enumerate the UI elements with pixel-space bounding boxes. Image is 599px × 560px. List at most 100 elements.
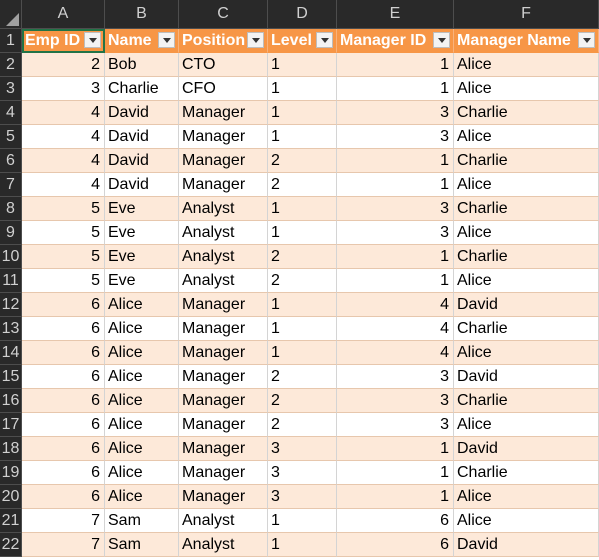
cell-manager-id[interactable]: 1	[337, 77, 454, 101]
cell-position[interactable]: Manager	[179, 149, 268, 173]
cell-name[interactable]: Alice	[105, 293, 179, 317]
cell-name[interactable]: David	[105, 125, 179, 149]
cell-name[interactable]: David	[105, 173, 179, 197]
cell-position[interactable]: CFO	[179, 77, 268, 101]
cell-name[interactable]: David	[105, 149, 179, 173]
cell-name[interactable]: Sam	[105, 509, 179, 533]
cell-manager-name[interactable]: Alice	[454, 53, 599, 77]
cell-manager-name[interactable]: Charlie	[454, 197, 599, 221]
row-header[interactable]: 5	[0, 125, 22, 149]
cell-position[interactable]: Manager	[179, 389, 268, 413]
filter-dropdown-icon[interactable]	[247, 32, 264, 48]
cell-position[interactable]: Manager	[179, 293, 268, 317]
cell-emp-id[interactable]: 5	[22, 245, 105, 269]
cell-manager-id[interactable]: 3	[337, 389, 454, 413]
cell-manager-name[interactable]: Alice	[454, 269, 599, 293]
cell-level[interactable]: 3	[268, 461, 337, 485]
cell-level[interactable]: 1	[268, 293, 337, 317]
cell-level[interactable]: 2	[268, 173, 337, 197]
cell-emp-id[interactable]: 4	[22, 101, 105, 125]
row-header[interactable]: 21	[0, 509, 22, 533]
cell-level[interactable]: 1	[268, 509, 337, 533]
cell-level[interactable]: 1	[268, 101, 337, 125]
cell-level[interactable]: 2	[268, 365, 337, 389]
filter-dropdown-icon[interactable]	[158, 32, 175, 48]
column-header-e[interactable]: E	[337, 0, 454, 29]
cell-emp-id[interactable]: 4	[22, 149, 105, 173]
table-header-emp-id[interactable]: Emp ID	[22, 29, 105, 53]
row-header[interactable]: 14	[0, 341, 22, 365]
cell-manager-name[interactable]: Alice	[454, 413, 599, 437]
cell-manager-id[interactable]: 6	[337, 509, 454, 533]
cell-emp-id[interactable]: 2	[22, 53, 105, 77]
cell-name[interactable]: Alice	[105, 485, 179, 509]
cell-name[interactable]: Charlie	[105, 77, 179, 101]
cell-manager-name[interactable]: David	[454, 437, 599, 461]
cell-manager-id[interactable]: 3	[337, 413, 454, 437]
column-header-b[interactable]: B	[105, 0, 179, 29]
cell-manager-name[interactable]: Charlie	[454, 149, 599, 173]
cell-manager-id[interactable]: 1	[337, 485, 454, 509]
cell-level[interactable]: 1	[268, 77, 337, 101]
cell-manager-id[interactable]: 4	[337, 293, 454, 317]
cell-name[interactable]: Eve	[105, 245, 179, 269]
column-header-f[interactable]: F	[454, 0, 599, 29]
cell-level[interactable]: 1	[268, 317, 337, 341]
cell-name[interactable]: Alice	[105, 365, 179, 389]
cell-position[interactable]: CTO	[179, 53, 268, 77]
cell-level[interactable]: 2	[268, 269, 337, 293]
cell-name[interactable]: Eve	[105, 197, 179, 221]
cell-position[interactable]: Analyst	[179, 197, 268, 221]
cell-level[interactable]: 1	[268, 197, 337, 221]
cell-manager-id[interactable]: 1	[337, 173, 454, 197]
cell-emp-id[interactable]: 7	[22, 509, 105, 533]
cell-emp-id[interactable]: 7	[22, 533, 105, 557]
cell-manager-name[interactable]: David	[454, 533, 599, 557]
cell-emp-id[interactable]: 5	[22, 269, 105, 293]
row-header[interactable]: 18	[0, 437, 22, 461]
filter-dropdown-icon[interactable]	[578, 32, 595, 48]
select-all-corner[interactable]	[0, 0, 22, 29]
cell-name[interactable]: Alice	[105, 413, 179, 437]
cell-name[interactable]: Alice	[105, 317, 179, 341]
cell-emp-id[interactable]: 6	[22, 341, 105, 365]
filter-dropdown-icon[interactable]	[84, 32, 101, 48]
cell-emp-id[interactable]: 6	[22, 389, 105, 413]
cell-position[interactable]: Manager	[179, 173, 268, 197]
cell-manager-name[interactable]: Charlie	[454, 389, 599, 413]
cell-name[interactable]: David	[105, 101, 179, 125]
cell-level[interactable]: 1	[268, 341, 337, 365]
cell-level[interactable]: 2	[268, 389, 337, 413]
cell-position[interactable]: Manager	[179, 365, 268, 389]
cell-position[interactable]: Manager	[179, 413, 268, 437]
cell-position[interactable]: Manager	[179, 485, 268, 509]
cell-level[interactable]: 3	[268, 485, 337, 509]
cell-level[interactable]: 2	[268, 245, 337, 269]
cell-name[interactable]: Eve	[105, 221, 179, 245]
cell-emp-id[interactable]: 3	[22, 77, 105, 101]
table-header-manager-id[interactable]: Manager ID	[337, 29, 454, 53]
table-header-position[interactable]: Position	[179, 29, 268, 53]
cell-name[interactable]: Bob	[105, 53, 179, 77]
cell-level[interactable]: 1	[268, 53, 337, 77]
cell-manager-name[interactable]: Alice	[454, 221, 599, 245]
cell-name[interactable]: Alice	[105, 437, 179, 461]
table-header-name[interactable]: Name	[105, 29, 179, 53]
cell-manager-name[interactable]: Alice	[454, 173, 599, 197]
cell-manager-name[interactable]: Alice	[454, 77, 599, 101]
row-header[interactable]: 7	[0, 173, 22, 197]
cell-level[interactable]: 2	[268, 149, 337, 173]
cell-position[interactable]: Analyst	[179, 221, 268, 245]
cell-manager-id[interactable]: 3	[337, 197, 454, 221]
cell-manager-name[interactable]: Alice	[454, 485, 599, 509]
row-header[interactable]: 6	[0, 149, 22, 173]
cell-emp-id[interactable]: 6	[22, 317, 105, 341]
cell-manager-id[interactable]: 3	[337, 221, 454, 245]
cell-position[interactable]: Manager	[179, 101, 268, 125]
cell-emp-id[interactable]: 6	[22, 413, 105, 437]
cell-manager-name[interactable]: Alice	[454, 341, 599, 365]
cell-position[interactable]: Manager	[179, 125, 268, 149]
cell-position[interactable]: Analyst	[179, 269, 268, 293]
cell-manager-name[interactable]: Charlie	[454, 461, 599, 485]
cell-emp-id[interactable]: 4	[22, 125, 105, 149]
